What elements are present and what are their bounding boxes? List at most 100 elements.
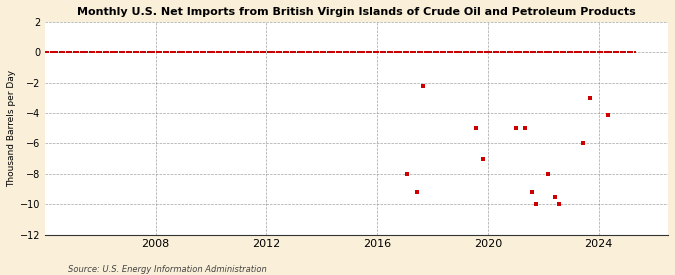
Point [484, 50, 495, 54]
Point [520, 126, 531, 130]
Point [126, 50, 137, 54]
Point [138, 50, 148, 54]
Point [322, 50, 333, 54]
Point [556, 50, 566, 54]
Point [514, 50, 524, 54]
Point [611, 50, 622, 54]
Point [47, 50, 58, 54]
Point [80, 50, 90, 54]
Point [553, 50, 564, 54]
Point [525, 50, 536, 54]
Point [172, 50, 183, 54]
Point [512, 50, 522, 54]
Point [402, 172, 412, 176]
Point [89, 50, 100, 54]
Point [91, 50, 102, 54]
Point [398, 50, 409, 54]
Point [604, 50, 615, 54]
Point [411, 190, 422, 194]
Point [211, 50, 222, 54]
Point [507, 50, 518, 54]
Point [410, 50, 421, 54]
Point [170, 50, 181, 54]
Point [99, 50, 109, 54]
Point [465, 50, 476, 54]
Point [518, 50, 529, 54]
Point [248, 50, 259, 54]
Point [75, 50, 86, 54]
Point [290, 50, 300, 54]
Point [500, 50, 511, 54]
Point [531, 202, 542, 207]
Point [283, 50, 294, 54]
Point [580, 50, 591, 54]
Point [333, 50, 344, 54]
Point [156, 50, 167, 54]
Point [186, 50, 197, 54]
Point [265, 50, 275, 54]
Point [597, 50, 608, 54]
Point [246, 50, 256, 54]
Point [551, 50, 562, 54]
Point [174, 50, 185, 54]
Point [52, 50, 63, 54]
Point [195, 50, 206, 54]
Point [135, 50, 146, 54]
Point [103, 50, 113, 54]
Point [560, 50, 571, 54]
Point [504, 50, 515, 54]
Point [526, 190, 537, 194]
Point [523, 50, 534, 54]
Point [151, 50, 162, 54]
Point [63, 50, 74, 54]
Point [354, 50, 365, 54]
Point [237, 50, 248, 54]
Point [392, 50, 402, 54]
Point [528, 50, 539, 54]
Point [258, 50, 269, 54]
Point [572, 50, 583, 54]
Point [122, 50, 132, 54]
Point [286, 50, 296, 54]
Point [479, 50, 490, 54]
Point [202, 50, 213, 54]
Point [71, 50, 82, 54]
Point [163, 50, 173, 54]
Point [437, 50, 448, 54]
Point [454, 50, 464, 54]
Point [232, 50, 243, 54]
Point [608, 50, 619, 54]
Point [539, 50, 550, 54]
Point [440, 50, 451, 54]
Point [107, 50, 118, 54]
Point [574, 50, 585, 54]
Point [184, 50, 194, 54]
Point [281, 50, 292, 54]
Point [543, 172, 554, 176]
Point [613, 50, 624, 54]
Point [255, 50, 266, 54]
Point [537, 50, 547, 54]
Point [292, 50, 303, 54]
Point [595, 50, 605, 54]
Point [260, 50, 271, 54]
Point [327, 50, 338, 54]
Point [336, 50, 347, 54]
Point [588, 50, 599, 54]
Point [468, 50, 479, 54]
Point [299, 50, 310, 54]
Point [177, 50, 188, 54]
Point [509, 50, 520, 54]
Point [348, 50, 358, 54]
Point [471, 126, 482, 130]
Point [158, 50, 169, 54]
Point [214, 50, 225, 54]
Point [331, 50, 342, 54]
Point [497, 50, 508, 54]
Point [371, 50, 381, 54]
Point [433, 50, 443, 54]
Point [616, 50, 626, 54]
Point [405, 50, 416, 54]
Point [352, 50, 363, 54]
Point [73, 50, 84, 54]
